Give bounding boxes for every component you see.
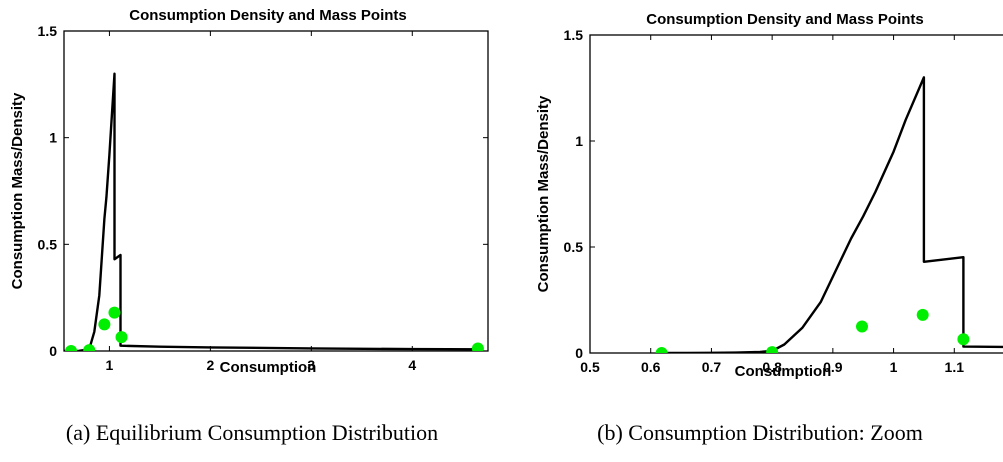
y-tick-label: 1.5 [38, 23, 58, 39]
x-axis-label: Consumption [735, 363, 832, 380]
x-tick-label: 4 [408, 357, 416, 373]
density-line [64, 72, 484, 351]
chart-title: Consumption Density and Mass Points [646, 11, 924, 28]
plot-frame [589, 34, 1003, 354]
y-tick-label: 0 [575, 345, 583, 361]
x-tick-label: 1 [890, 359, 898, 375]
x-axis-label: Consumption [220, 359, 317, 376]
mass-point [957, 333, 970, 346]
x-tick-label: 2 [206, 357, 214, 373]
y-tick-label: 1 [49, 130, 57, 146]
chart-title: Consumption Density and Mass Points [129, 7, 407, 24]
x-tick-label: 1 [106, 357, 114, 373]
plot-area [64, 72, 484, 351]
y-axis-label: Consumption Mass/Density [535, 95, 552, 292]
x-axis: 1 2 3 4 [106, 31, 416, 373]
y-axis: 0 0.5 1 1.5 [38, 23, 488, 359]
mass-point [65, 345, 78, 351]
mass-point [98, 318, 111, 331]
y-tick-label: 1 [575, 133, 583, 149]
x-tick-label: 1.1 [945, 359, 965, 375]
caption-b: (b) Consumption Distribution: Zoom [597, 420, 923, 445]
x-tick-label: 0.6 [641, 359, 661, 375]
x-tick-label: 3 [307, 357, 315, 373]
y-tick-label: 1.5 [564, 27, 584, 43]
y-tick-label: 0 [49, 343, 57, 359]
mass-point [471, 342, 484, 351]
y-tick-label: 0.5 [38, 236, 58, 252]
x-tick-label: 0.8 [762, 359, 782, 375]
y-tick-label: 0.5 [564, 239, 584, 255]
density-line [662, 76, 1003, 353]
x-axis: 0.5 0.6 0.7 0.8 0.9 1 1.1 [580, 35, 964, 375]
mass-point [83, 344, 96, 351]
panel-b: Consumption Density and Mass Points 00.5… [535, 11, 1003, 445]
mass-point [856, 320, 868, 333]
mass-point [916, 308, 929, 321]
mass-point [655, 347, 668, 353]
caption-a: (a) Equilibrium Consumption Distribution [66, 420, 438, 445]
mass-point [115, 331, 128, 344]
mass-point [108, 306, 121, 319]
plot-area [655, 76, 1003, 353]
x-tick-label: 0.5 [580, 359, 600, 375]
x-tick-label: 0.9 [823, 359, 843, 375]
plot-frame [63, 30, 489, 352]
y-axis-label: Consumption Mass/Density [9, 92, 26, 289]
panel-a: Consumption Density and Mass Points 0 0.5… [9, 7, 489, 445]
y-axis: 0 0.5 1 1.5 [564, 27, 595, 361]
x-tick-label: 0.7 [702, 359, 722, 375]
mass-point [766, 346, 779, 353]
